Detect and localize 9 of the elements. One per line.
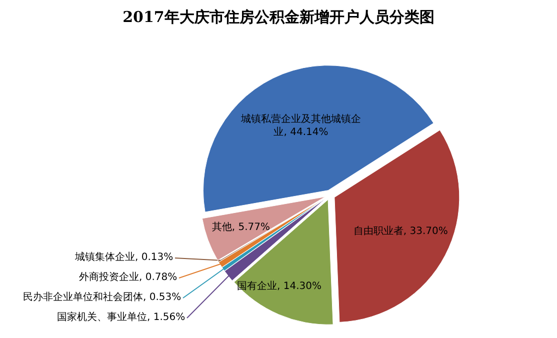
slice-label: 外商投资企业, 0.78%: [79, 271, 178, 284]
slice-label: 其他, 5.77%: [212, 220, 270, 234]
slice-label: 国家机关、事业单位, 1.56%: [57, 311, 186, 324]
chart-title: 2017年大庆市住房公积金新增开户人员分类图: [122, 8, 436, 27]
slice-label: 城镇私营企业及其他城镇企业, 44.14%: [240, 113, 362, 140]
slice-label: 自由职业者, 33.70%: [353, 225, 448, 238]
slice-label: 城镇集体企业, 0.13%: [75, 251, 174, 264]
slice-label: 国有企业, 14.30%: [237, 280, 322, 294]
slice-label: 民办非企业单位和社会团体, 0.53%: [23, 291, 182, 304]
